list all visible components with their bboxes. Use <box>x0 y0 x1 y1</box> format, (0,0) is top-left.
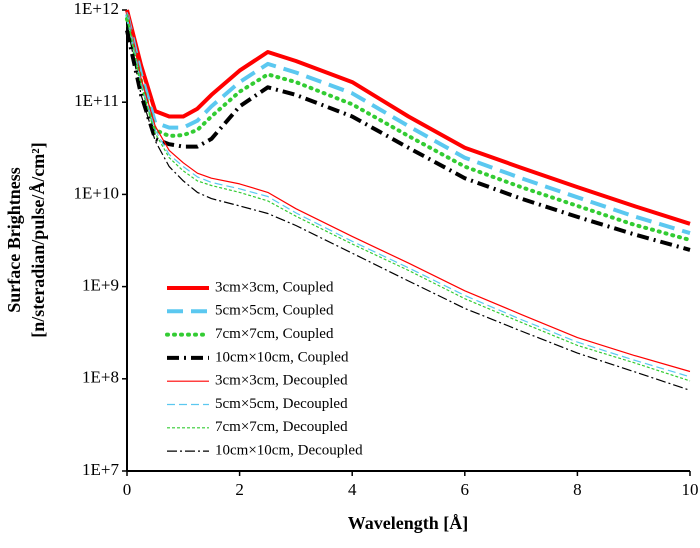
series-line <box>125 9 691 226</box>
x-tick-label: 4 <box>348 480 357 499</box>
legend-label: 5cm×5cm, Decoupled <box>215 396 348 412</box>
series-line <box>126 9 691 373</box>
x-tick-label: 0 <box>123 480 132 499</box>
y-tick-label: 1E+7 <box>82 460 119 479</box>
y-tick-label: 1E+9 <box>82 276 119 295</box>
series-line <box>126 11 691 378</box>
y-tick-label: 1E+12 <box>74 0 119 18</box>
y-axis-label: Surface Brightness <box>4 167 24 313</box>
legend-label: 7cm×7cm, Decoupled <box>215 419 348 435</box>
legend-label: 10cm×10cm, Coupled <box>215 349 349 365</box>
y-axis-label: [n/steradian/pulse/Å/cm²] <box>28 142 48 337</box>
legend-label: 3cm×3cm, Coupled <box>215 279 334 295</box>
legend-label: 7cm×7cm, Coupled <box>215 326 334 342</box>
series-line <box>126 24 691 391</box>
y-tick-label: 1E+10 <box>74 183 119 202</box>
x-tick-label: 6 <box>461 480 470 499</box>
series-line <box>126 14 691 382</box>
series-line <box>125 16 692 242</box>
y-tick-label: 1E+11 <box>74 91 119 110</box>
legend-label: 5cm×5cm, Coupled <box>215 303 334 319</box>
legend-label: 10cm×10cm, Decoupled <box>215 443 363 459</box>
y-tick-label: 1E+8 <box>82 368 119 387</box>
x-tick-label: 2 <box>235 480 244 499</box>
x-axis-label: Wavelength [Å] <box>348 513 469 533</box>
series-line <box>125 13 691 236</box>
legend-label: 3cm×3cm, Decoupled <box>215 373 348 389</box>
x-tick-label: 8 <box>573 480 582 499</box>
x-tick-label: 10 <box>682 480 699 499</box>
